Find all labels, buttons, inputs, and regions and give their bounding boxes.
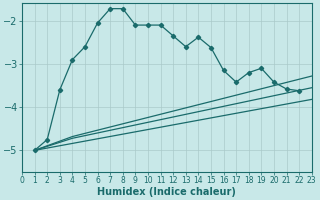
X-axis label: Humidex (Indice chaleur): Humidex (Indice chaleur) — [97, 187, 236, 197]
